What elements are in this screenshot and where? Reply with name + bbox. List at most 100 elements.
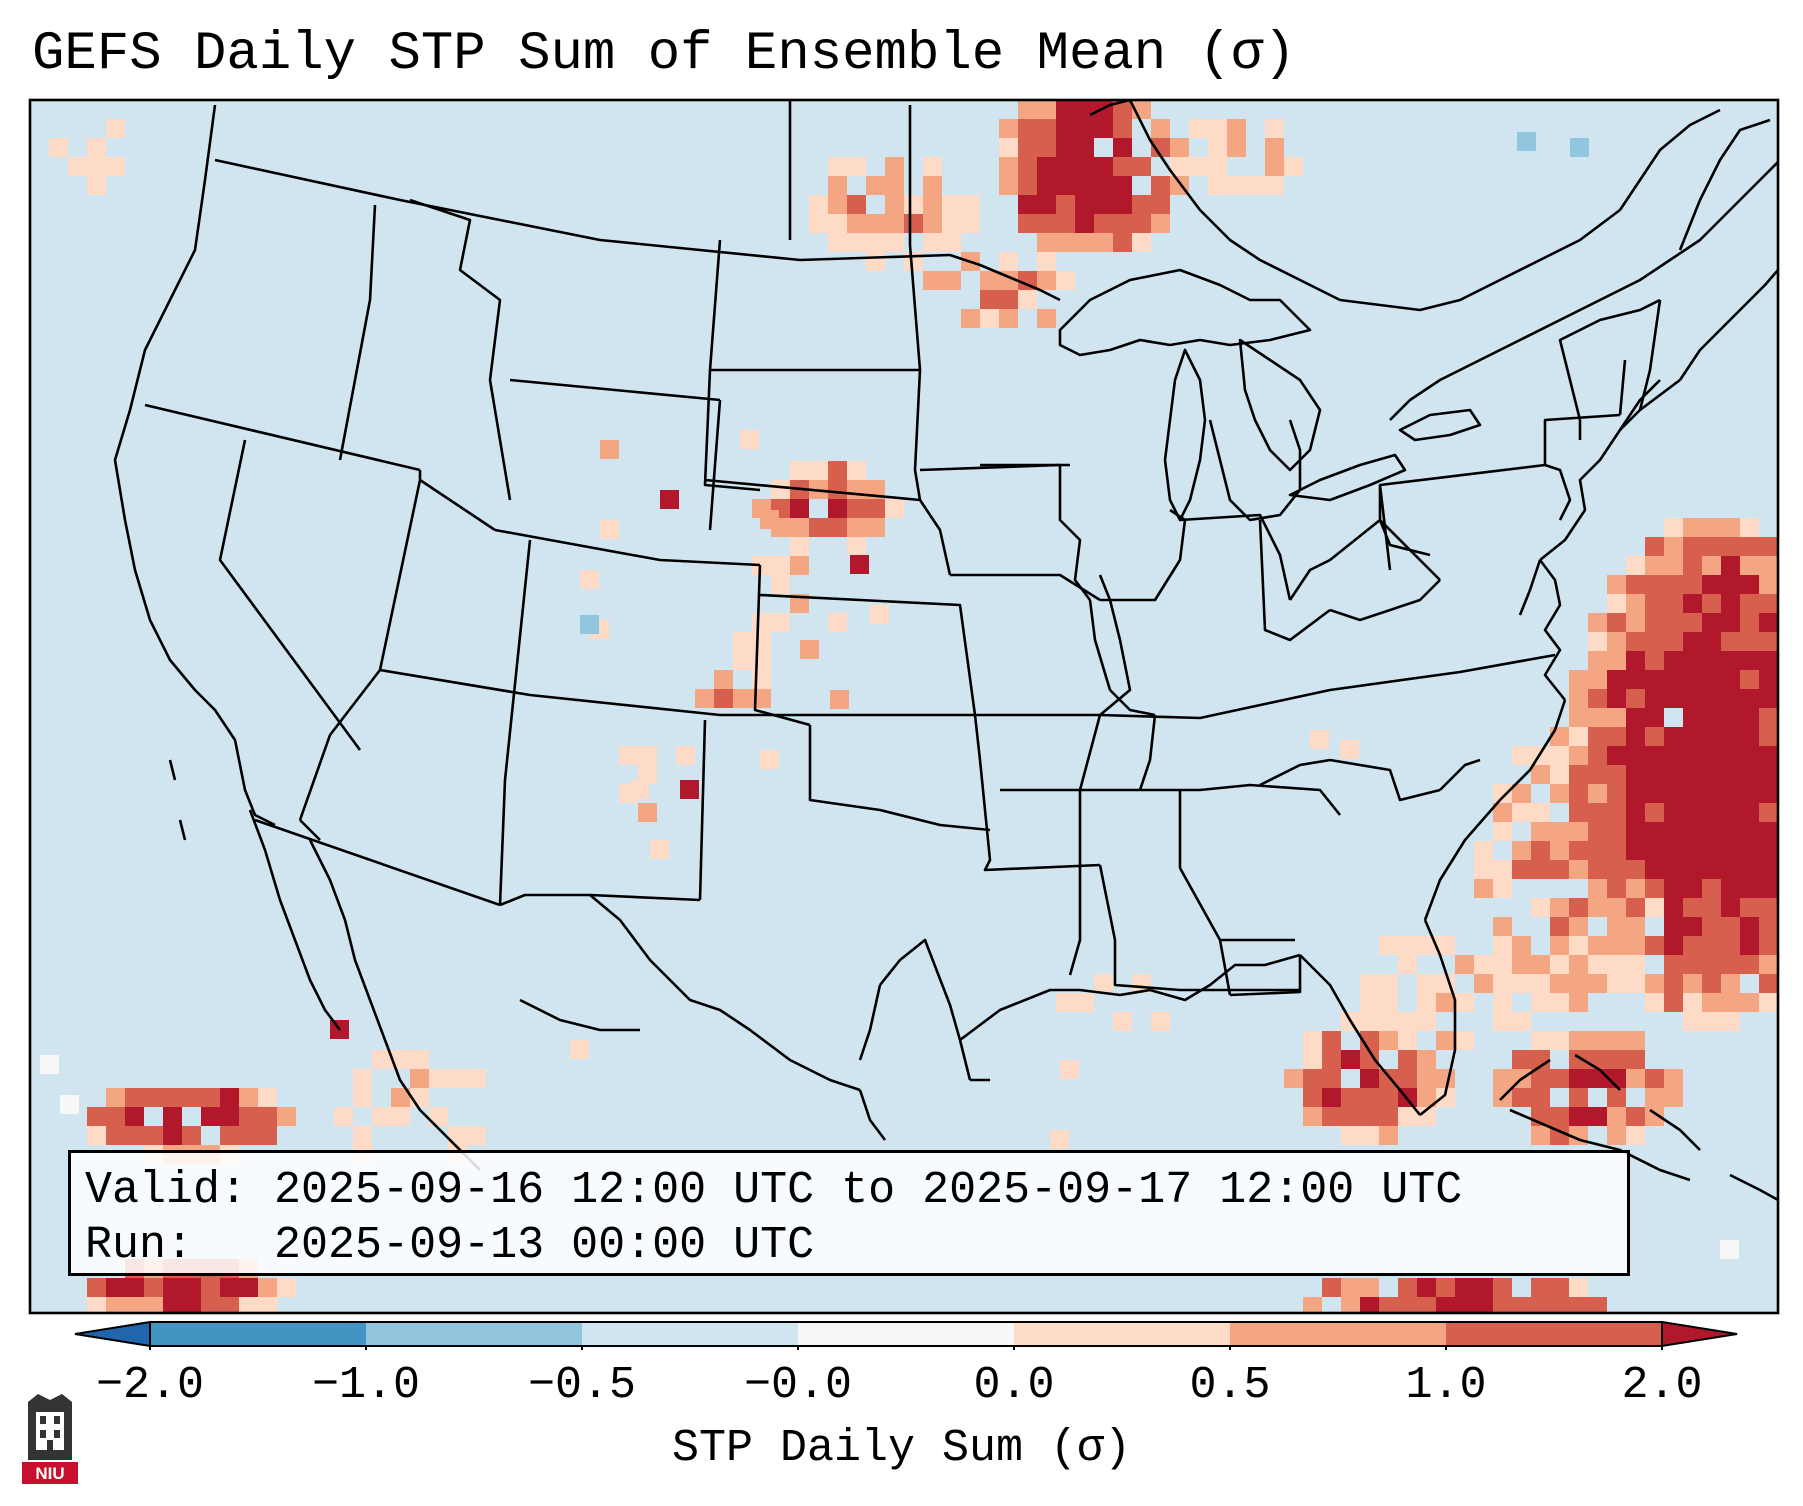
stp-cell [1740,594,1759,613]
stp-cell [885,195,904,214]
stp-cell [1550,784,1569,803]
stp-cell [1531,765,1550,784]
stp-cell [847,157,866,176]
stp-cell [1417,1297,1436,1313]
stp-cell [1683,689,1702,708]
stp-cell [1702,1012,1721,1031]
stp-cell [1189,119,1208,138]
stp-cell [1721,860,1740,879]
stp-cell [220,1297,239,1313]
stp-cell [1740,955,1759,974]
stp-cell [866,518,885,537]
stp-cell [1626,556,1645,575]
stp-cell [1455,1297,1474,1313]
stp-cell [1037,176,1056,195]
stp-cell [334,1107,353,1126]
stp-cell [1645,1107,1664,1126]
stp-cell [40,1055,59,1074]
stp-cell [1208,176,1227,195]
stp-cell [1778,784,1797,803]
stp-cell [1436,1031,1455,1050]
stp-cell [429,1107,448,1126]
stp-cell [1512,936,1531,955]
stp-cell [1303,1297,1322,1313]
stp-cell [1740,765,1759,784]
stp-cell [1531,993,1550,1012]
stp-cell [923,233,942,252]
stp-cell [87,138,106,157]
stp-cell [1094,195,1113,214]
stp-cell [1721,708,1740,727]
stp-cell [1607,727,1626,746]
run-row: Run: 2025-09-13 00:00 UTC [85,1218,1613,1273]
stp-cell [1778,556,1797,575]
stp-cell [1436,936,1455,955]
stp-cell [1398,1297,1417,1313]
stp-cell [828,518,847,537]
colorbar-segment [1230,1322,1446,1346]
stp-cell [904,214,923,233]
stp-cell [1759,594,1778,613]
stp-cell [1113,214,1132,233]
stp-cell [1474,955,1493,974]
stp-cell [733,632,752,651]
stp-cell [923,271,942,290]
stp-cell [1037,100,1056,119]
stp-cell [1607,841,1626,860]
stp-cell [1664,537,1683,556]
stp-cell [1702,689,1721,708]
stp-cell [201,1278,220,1297]
stp-cell [1398,1107,1417,1126]
stp-cell [353,1088,372,1107]
stp-cell [1759,575,1778,594]
stp-cell [1588,898,1607,917]
stp-cell [1322,1107,1341,1126]
stp-cell [1683,917,1702,936]
stp-cell [1721,898,1740,917]
stp-cell [1626,974,1645,993]
stp-cell [125,1297,144,1313]
stp-cell [1075,214,1094,233]
stp-cell [1607,860,1626,879]
stp-cell [1094,233,1113,252]
stp-cell [1664,632,1683,651]
stp-cell [1607,822,1626,841]
stp-cell [429,1069,448,1088]
stp-cell [125,1278,144,1297]
stp-cell [1322,1278,1341,1297]
stp-cell [847,480,866,499]
stp-cell [220,1088,239,1107]
stp-cell [1588,613,1607,632]
stp-cell [1512,1088,1531,1107]
stp-cell [850,555,869,574]
stp-cell [828,480,847,499]
stp-cell [1626,784,1645,803]
colorbar-segment [366,1322,582,1346]
stp-cell [1664,803,1683,822]
stp-cell [828,613,847,632]
stp-cell [1740,803,1759,822]
stp-cell [1645,993,1664,1012]
stp-cell [1341,1088,1360,1107]
stp-cell [1588,1050,1607,1069]
stp-cell [353,1126,372,1145]
stp-cell [258,1297,277,1313]
stp-cell [1512,955,1531,974]
stp-cell [923,157,942,176]
stp-cell [1645,784,1664,803]
stp-cell [1531,822,1550,841]
stp-cell [999,119,1018,138]
stp-cell [1778,727,1797,746]
stp-cell [1493,860,1512,879]
stp-cell [1379,993,1398,1012]
stp-cell [1132,195,1151,214]
niu-logo: NIU [22,1394,78,1484]
stp-cell [1588,670,1607,689]
stp-cell [1683,670,1702,689]
stp-cell [752,556,771,575]
stp-cell [1759,898,1778,917]
stp-cell [999,138,1018,157]
stp-cell [1550,974,1569,993]
stp-cell [1569,727,1588,746]
stp-cell [1588,879,1607,898]
